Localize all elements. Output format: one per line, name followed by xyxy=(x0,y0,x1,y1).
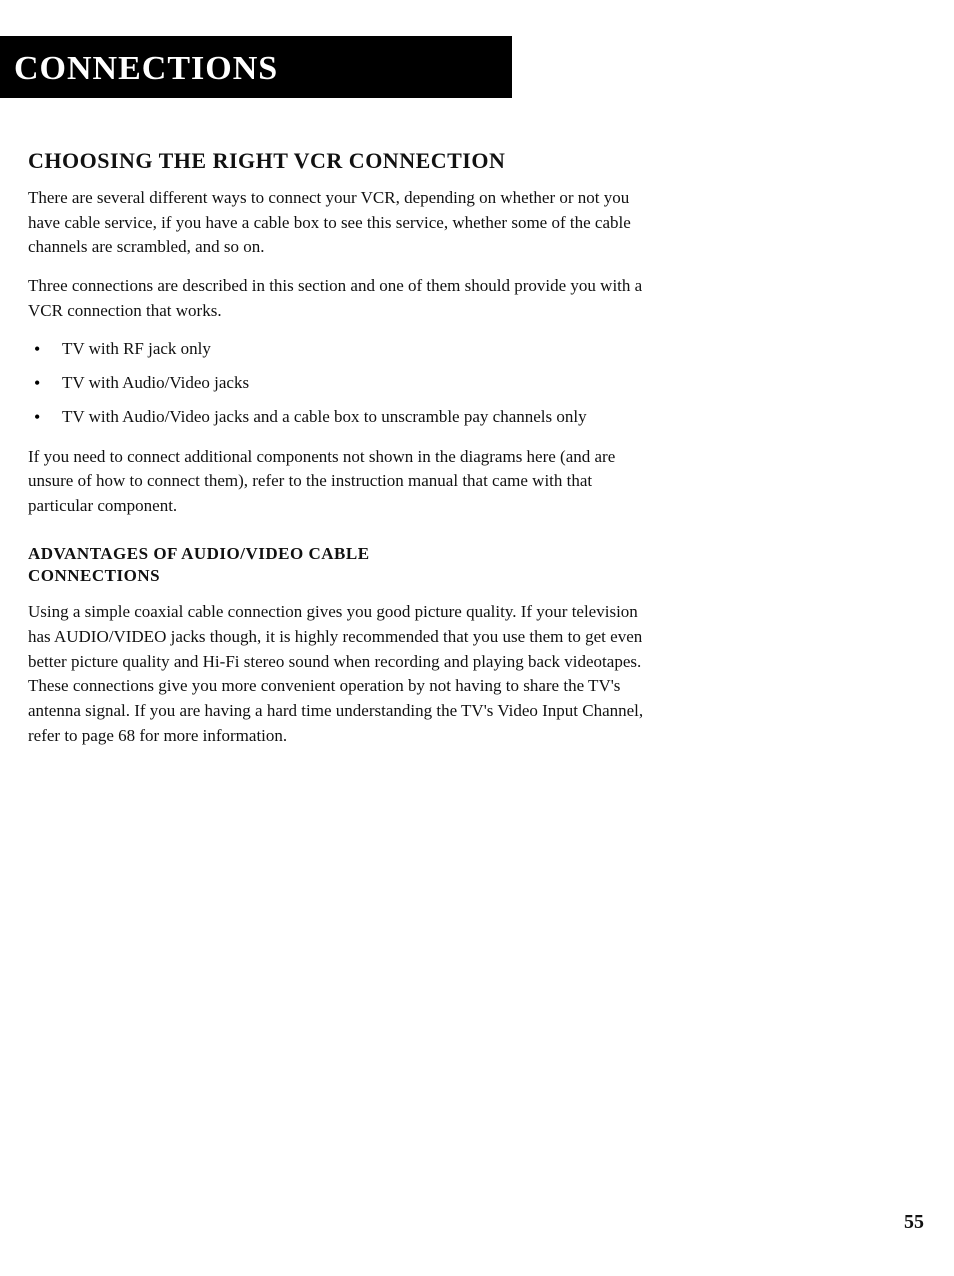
page-content: CHOOSING THE RIGHT VCR CONNECTION There … xyxy=(28,148,646,748)
list-item: TV with Audio/Video jacks and a cable bo… xyxy=(28,405,646,429)
bullet-list: TV with RF jack only TV with Audio/Video… xyxy=(28,337,646,428)
list-item: TV with RF jack only xyxy=(28,337,646,361)
subsection-heading: ADVANTAGES OF AUDIO/VIDEO CABLE CONNECTI… xyxy=(28,543,448,589)
paragraph: There are several different ways to conn… xyxy=(28,186,646,260)
banner: CONNECTIONS xyxy=(0,36,512,98)
page-number: 55 xyxy=(904,1211,924,1234)
banner-title: CONNECTIONS xyxy=(14,50,500,88)
paragraph: Using a simple coaxial cable connection … xyxy=(28,600,646,748)
section-heading: CHOOSING THE RIGHT VCR CONNECTION xyxy=(28,148,646,174)
paragraph: If you need to connect additional compon… xyxy=(28,445,646,519)
list-item: TV with Audio/Video jacks xyxy=(28,371,646,395)
paragraph: Three connections are described in this … xyxy=(28,274,646,323)
